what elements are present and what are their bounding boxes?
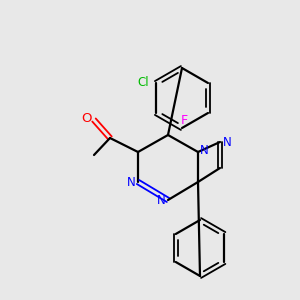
- Text: N: N: [200, 143, 208, 157]
- Text: Cl: Cl: [137, 76, 149, 88]
- Text: N: N: [223, 136, 231, 148]
- Text: N: N: [157, 194, 165, 206]
- Text: F: F: [180, 115, 188, 128]
- Text: O: O: [82, 112, 92, 124]
- Text: N: N: [127, 176, 135, 188]
